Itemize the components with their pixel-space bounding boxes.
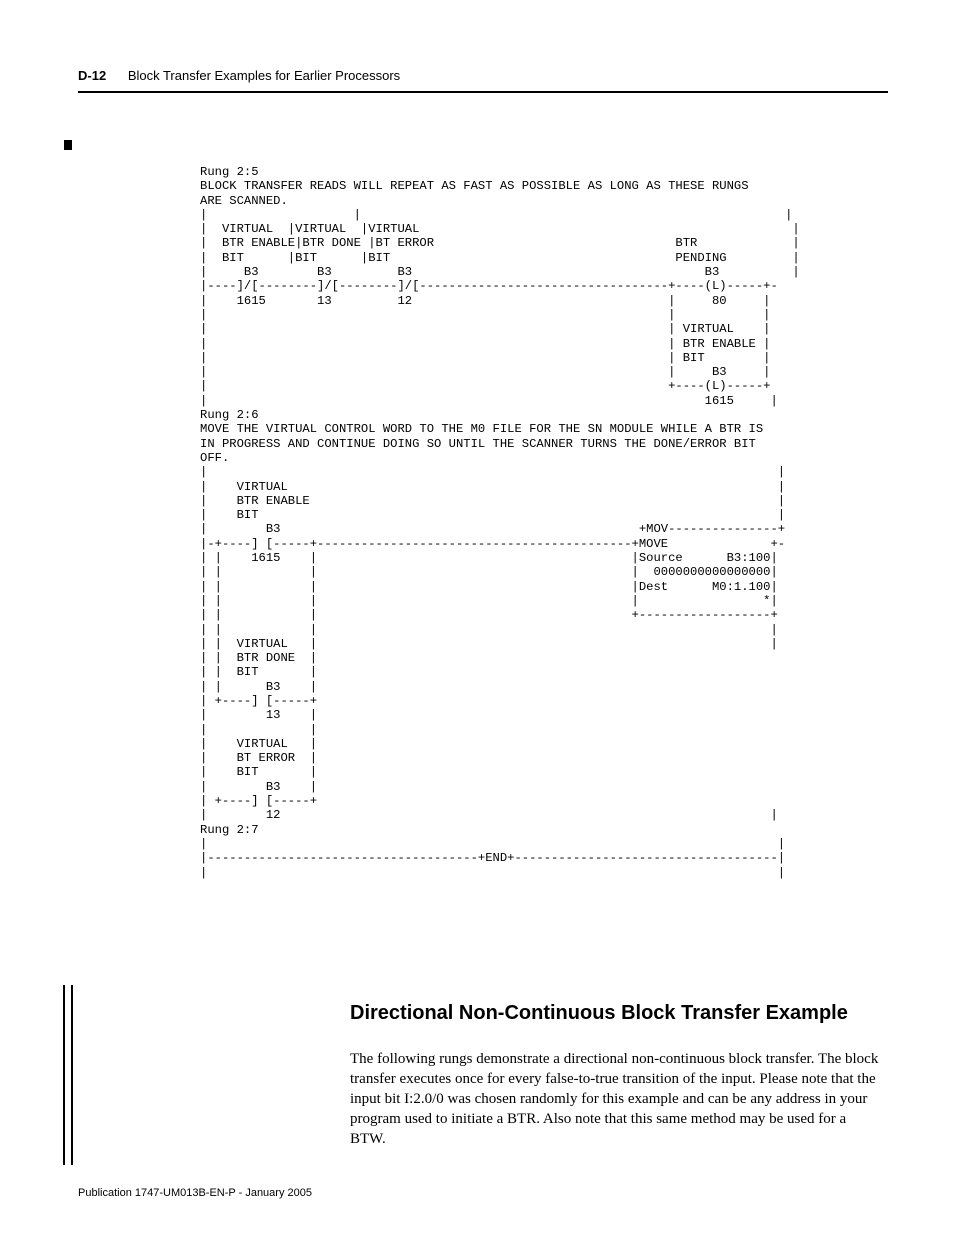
header-title: Block Transfer Examples for Earlier Proc… [128, 68, 400, 83]
margin-bar-outer [63, 985, 65, 1165]
publication-footer: Publication 1747-UM013B-EN-P - January 2… [78, 1187, 312, 1199]
page-number: D-12 [78, 68, 106, 83]
section-body: The following rungs demonstrate a direct… [350, 1049, 882, 1149]
ladder-logic-code: Rung 2:5 BLOCK TRANSFER READS WILL REPEA… [200, 165, 800, 880]
page-header: D-12 Block Transfer Examples for Earlier… [78, 68, 888, 93]
section-heading: Directional Non-Continuous Block Transfe… [350, 1002, 848, 1025]
change-bar [64, 140, 72, 150]
margin-bar-inner [71, 985, 73, 1165]
